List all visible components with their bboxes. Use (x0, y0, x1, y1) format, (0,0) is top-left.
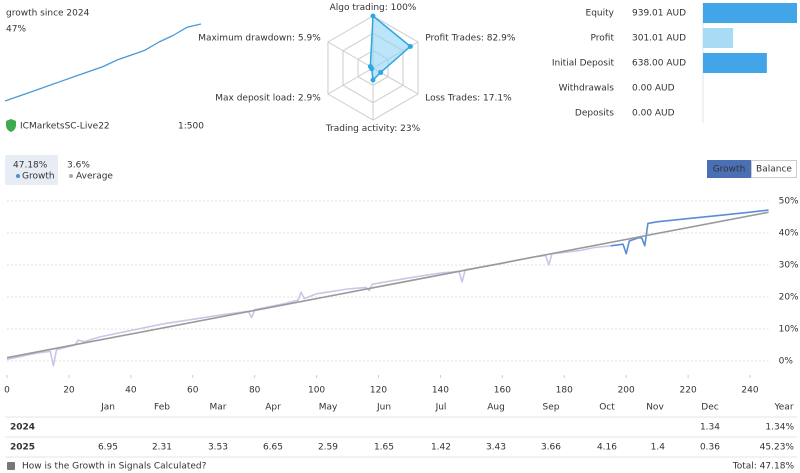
radar-label: Trading activity: 23% (325, 124, 421, 134)
radar-point (367, 63, 373, 69)
column-header: Nov (646, 403, 664, 413)
server-name: ICMarketsSC-Live22 (20, 122, 110, 132)
table-cell: 2.59 (318, 443, 338, 453)
table-cell: 1.42 (431, 443, 451, 453)
x-tick-label: 240 (741, 386, 758, 396)
button-label: Growth (713, 165, 746, 175)
x-tick-label: 220 (680, 386, 697, 396)
bar-value-label: 301.01 AUD (632, 34, 686, 44)
x-tick-label: 60 (187, 386, 199, 396)
x-tick-label: 180 (556, 386, 573, 396)
bar (703, 53, 767, 73)
x-tick-label: 160 (494, 386, 511, 396)
x-tick-label: 100 (308, 386, 325, 396)
x-tick-label: 80 (249, 386, 261, 396)
bar-category: Equity (586, 9, 615, 19)
x-tick-label: 200 (618, 386, 635, 396)
bar (703, 28, 734, 48)
y-tick-label: 50% (779, 196, 799, 206)
table-cell: 2.31 (152, 443, 172, 453)
growth-value: 47% (6, 25, 26, 35)
row-year: 2024 (10, 423, 35, 433)
series-line (6, 211, 769, 359)
radar-label: Maximum drawdown: 5.9% (198, 33, 321, 43)
bar-category: Withdrawals (559, 84, 615, 94)
column-header: Feb (154, 403, 170, 413)
bar-value-label: 0.00 AUD (632, 84, 675, 94)
table-cell: 3.53 (208, 443, 228, 453)
column-header: Apr (265, 403, 281, 413)
table-cell: 3.43 (486, 443, 506, 453)
row-year: 2025 (10, 443, 35, 453)
table-cell: 1.65 (374, 443, 394, 453)
x-tick-label: 20 (63, 386, 75, 396)
tab-label: Growth (22, 172, 55, 182)
footer-link: How is the Growth in Signals Calculated? (22, 462, 207, 472)
radar-label: Algo trading: 100% (330, 3, 417, 13)
column-header: Mar (210, 403, 227, 413)
y-tick-label: 30% (779, 260, 799, 270)
radar-point (378, 69, 384, 75)
button-growth[interactable] (707, 160, 751, 178)
table-cell: 1.4 (651, 443, 666, 453)
leverage: 1:500 (178, 122, 204, 132)
bar-category: Profit (591, 34, 615, 44)
column-header: Aug (487, 403, 505, 413)
column-header: Jul (435, 403, 447, 413)
column-header: Jun (376, 403, 391, 413)
table-cell: 3.66 (541, 443, 561, 453)
table-cell: 1.34% (765, 423, 794, 433)
tab-value: 47.18% (13, 161, 48, 171)
table-cell: 1.34 (700, 423, 720, 433)
table-cell: 45.23% (760, 443, 795, 453)
column-header: May (319, 403, 338, 413)
tab-value: 3.6% (67, 161, 90, 171)
x-tick-label: 0 (4, 386, 10, 396)
y-tick-label: 10% (779, 324, 799, 334)
column-header: Jan (100, 403, 115, 413)
radar-point (370, 77, 376, 83)
radar-label: Profit Trades: 82.9% (425, 33, 516, 43)
y-tick-label: 20% (779, 292, 799, 302)
tab-dot (69, 174, 73, 178)
radar-label: Loss Trades: 17.1% (425, 94, 512, 104)
bar (703, 3, 797, 23)
button-balance[interactable] (751, 160, 797, 178)
column-header: Dec (701, 403, 718, 413)
series-line (4, 23, 202, 102)
series-line (610, 209, 769, 255)
radar-label: Max deposit load: 2.9% (215, 94, 321, 104)
button-label: Balance (756, 165, 792, 175)
x-tick-label: 120 (370, 386, 387, 396)
bar-value-label: 638.00 AUD (632, 59, 686, 69)
bar-category: Initial Deposit (552, 59, 615, 69)
bar-category: Deposits (575, 109, 614, 119)
bar-value-label: 0.00 AUD (632, 109, 675, 119)
y-tick-label: 0% (779, 356, 794, 366)
column-header: Oct (599, 403, 615, 413)
bar-value-label: 939.01 AUD (632, 9, 686, 19)
table-cell: 0.36 (700, 443, 720, 453)
radar-spoke (327, 67, 374, 95)
table-cell: 6.65 (263, 443, 283, 453)
column-header: Sep (543, 403, 560, 413)
radar-point (370, 13, 376, 19)
table-cell: 4.16 (597, 443, 617, 453)
table-cell: 6.95 (98, 443, 118, 453)
radar-point (407, 43, 413, 49)
tab-label: Average (76, 172, 113, 182)
verified-icon (6, 119, 16, 132)
caption: growth since 2024 (6, 9, 90, 19)
calc-icon (7, 462, 15, 470)
radar-spoke (327, 41, 374, 69)
tab-dot (16, 174, 20, 178)
y-tick-label: 40% (779, 228, 799, 238)
footer-total: Total: 47.18% (732, 462, 795, 472)
column-header: Year (773, 403, 793, 413)
x-tick-label: 40 (125, 386, 137, 396)
x-tick-label: 140 (432, 386, 449, 396)
